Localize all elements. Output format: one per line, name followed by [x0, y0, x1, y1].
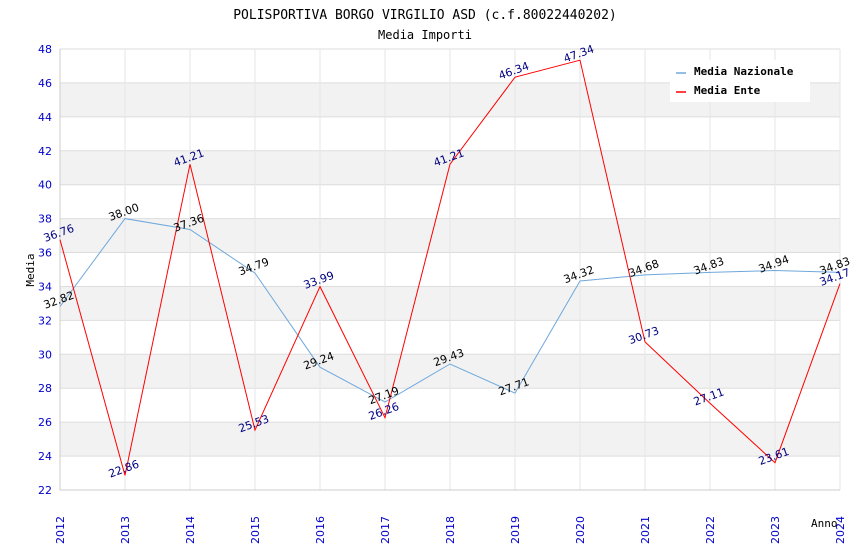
data-label: 34.94	[757, 253, 791, 276]
x-tick-label: 2015	[249, 516, 262, 544]
y-tick-label: 24	[38, 450, 52, 463]
x-tick-label: 2023	[769, 516, 782, 544]
series-lines	[59, 59, 841, 476]
x-tick-label: 2024	[834, 516, 847, 544]
legend-label-media-nazionale: Media Nazionale	[694, 65, 794, 78]
chart-title: POLISPORTIVA BORGO VIRGILIO ASD (c.f.800…	[233, 8, 617, 23]
data-label: 47.34	[562, 42, 596, 65]
y-tick-label: 22	[38, 484, 52, 497]
y-tick-label: 48	[38, 43, 52, 56]
y-tick-label: 42	[38, 145, 52, 158]
x-tick-label: 2022	[704, 516, 717, 544]
x-tick-label: 2020	[574, 516, 587, 544]
y-axis-ticks: 22 24 26 28 30 32 34 36 38 40 42 44 46 48	[38, 43, 52, 497]
data-label: 30.73	[627, 324, 661, 347]
data-label: 34.68	[627, 257, 661, 280]
data-label: 34.79	[237, 255, 271, 278]
x-tick-label: 2016	[314, 516, 327, 544]
y-tick-label: 26	[38, 416, 52, 429]
y-axis-label: Media	[24, 253, 37, 286]
chart-subtitle: Media Importi	[378, 28, 472, 42]
x-tick-label: 2019	[509, 516, 522, 544]
series-line-media-ente	[59, 59, 841, 476]
legend-label-media-ente: Media Ente	[694, 84, 761, 97]
x-tick-label: 2014	[184, 516, 197, 544]
y-tick-label: 40	[38, 179, 52, 192]
data-label: 22.86	[107, 458, 141, 481]
x-tick-label: 2012	[54, 516, 67, 544]
y-tick-label: 46	[38, 77, 52, 90]
y-tick-label: 32	[38, 314, 52, 327]
y-tick-label: 36	[38, 247, 52, 260]
x-tick-label: 2013	[119, 516, 132, 544]
x-axis-label: Anno	[811, 517, 838, 530]
x-tick-label: 2018	[444, 516, 457, 544]
legend: Media Nazionale Media Ente	[670, 60, 810, 102]
series-line-media-nazionale	[59, 218, 841, 403]
data-label: 27.11	[692, 386, 726, 409]
x-axis-ticks: 2012 2013 2014 2015 2016 2017 2018 2019 2020 2021…	[54, 516, 847, 544]
y-tick-label: 28	[38, 382, 52, 395]
y-tick-label: 44	[38, 111, 52, 124]
y-tick-label: 38	[38, 213, 52, 226]
y-tick-label: 30	[38, 348, 52, 361]
x-tick-label: 2021	[639, 516, 652, 544]
x-tick-label: 2017	[379, 516, 392, 544]
y-tick-label: 34	[38, 280, 52, 293]
legend-box	[670, 60, 810, 102]
data-label: 34.83	[692, 255, 726, 278]
